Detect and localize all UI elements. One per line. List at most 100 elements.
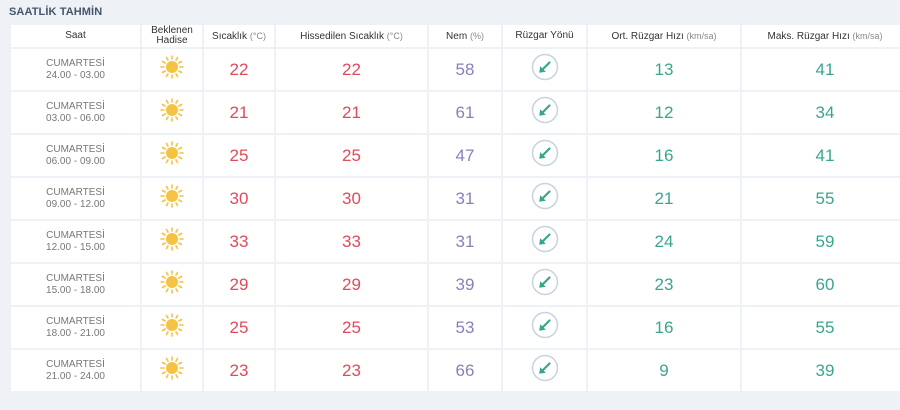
- header-nem-label: Nem: [446, 30, 468, 42]
- feels-like-value: 25: [342, 317, 361, 337]
- table-header-row: Saat Beklenen Hadise Sıcaklık (°C) Hisse…: [11, 25, 900, 47]
- header-saat: Saat: [11, 25, 140, 47]
- time-cell: CUMARTESİ 15.00 - 18.00: [11, 264, 140, 305]
- wind-arrow-southwest-icon: [531, 96, 559, 129]
- header-ruzgar-yonu: Rüzgar Yönü: [503, 25, 586, 47]
- feels-cell: 23: [276, 350, 427, 391]
- day-label: CUMARTESİ: [46, 315, 105, 327]
- temp-cell: 25: [204, 307, 274, 348]
- humidity-value: 31: [455, 231, 475, 251]
- wind-direction-cell: [503, 350, 586, 391]
- avg-wind-cell: 9: [588, 350, 740, 391]
- temp-cell: 23: [204, 350, 274, 391]
- avg-wind-cell: 23: [588, 264, 740, 305]
- wind-direction-cell: [503, 178, 586, 219]
- avg-wind-cell: 24: [588, 221, 740, 262]
- wind-direction-cell: [503, 49, 586, 90]
- avg-wind-value: 9: [659, 360, 669, 380]
- time-range: 21.00 - 24.00: [46, 370, 105, 382]
- avg-wind-value: 24: [654, 231, 674, 251]
- max-wind-cell: 59: [742, 221, 900, 262]
- humidity-cell: 53: [429, 307, 501, 348]
- max-wind-value: 34: [815, 102, 835, 122]
- time-cell: CUMARTESİ 24.00 - 03.00: [11, 49, 140, 90]
- header-sicaklik-label: Sıcaklık: [212, 30, 248, 42]
- time-range: 24.00 - 03.00: [46, 69, 105, 81]
- humidity-value: 66: [455, 360, 475, 380]
- header-saat-label: Saat: [65, 30, 86, 41]
- avg-wind-cell: 16: [588, 307, 740, 348]
- humidity-value: 31: [455, 188, 475, 208]
- humidity-cell: 31: [429, 178, 501, 219]
- feels-like-value: 30: [342, 188, 361, 208]
- max-wind-cell: 41: [742, 49, 900, 90]
- humidity-cell: 61: [429, 92, 501, 133]
- avg-wind-value: 13: [654, 59, 674, 79]
- header-ort-ruzgar: Ort. Rüzgar Hızı (km/sa): [588, 25, 740, 47]
- weather-cell: [142, 135, 202, 176]
- avg-wind-value: 23: [654, 274, 674, 294]
- avg-wind-value: 12: [654, 102, 674, 122]
- humidity-value: 47: [455, 145, 475, 165]
- temperature-value: 29: [229, 274, 249, 294]
- temperature-value: 21: [229, 102, 249, 122]
- feels-like-value: 22: [342, 59, 361, 79]
- feels-cell: 33: [276, 221, 427, 262]
- weather-cell: [142, 221, 202, 262]
- humidity-cell: 47: [429, 135, 501, 176]
- feels-cell: 25: [276, 135, 427, 176]
- table-row: CUMARTESİ 12.00 - 15.00 33 33 31 24 59: [11, 221, 900, 262]
- hourly-forecast-table: Saat Beklenen Hadise Sıcaklık (°C) Hisse…: [9, 23, 900, 393]
- wind-direction-cell: [503, 92, 586, 133]
- temperature-value: 22: [229, 59, 249, 79]
- max-wind-value: 39: [815, 360, 835, 380]
- max-wind-value: 60: [815, 274, 835, 294]
- feels-like-value: 23: [342, 360, 361, 380]
- max-wind-cell: 55: [742, 178, 900, 219]
- day-label: CUMARTESİ: [46, 186, 105, 198]
- sun-icon: [160, 227, 184, 256]
- max-wind-value: 55: [815, 317, 835, 337]
- temp-cell: 22: [204, 49, 274, 90]
- temperature-value: 23: [229, 360, 249, 380]
- header-hissedilen-unit: (°C): [386, 30, 403, 41]
- feels-like-value: 29: [342, 274, 361, 294]
- max-wind-cell: 55: [742, 307, 900, 348]
- header-sicaklik: Sıcaklık (°C): [204, 25, 274, 47]
- avg-wind-value: 16: [654, 317, 674, 337]
- sun-icon: [160, 356, 184, 385]
- day-label: CUMARTESİ: [46, 229, 105, 241]
- avg-wind-cell: 13: [588, 49, 740, 90]
- humidity-cell: 31: [429, 221, 501, 262]
- max-wind-value: 41: [815, 145, 835, 165]
- header-maks-ruzgar-unit: (km/sa): [852, 30, 883, 41]
- table-body: CUMARTESİ 24.00 - 03.00 22 22 58 13 41 CU…: [11, 49, 900, 391]
- time-range: 06.00 - 09.00: [46, 155, 105, 167]
- max-wind-cell: 39: [742, 350, 900, 391]
- time-range: 18.00 - 21.00: [46, 327, 105, 339]
- humidity-cell: 58: [429, 49, 501, 90]
- temperature-value: 25: [229, 145, 249, 165]
- time-cell: CUMARTESİ 03.00 - 06.00: [11, 92, 140, 133]
- weather-cell: [142, 307, 202, 348]
- wind-direction-cell: [503, 135, 586, 176]
- temp-cell: 21: [204, 92, 274, 133]
- time-cell: CUMARTESİ 06.00 - 09.00: [11, 135, 140, 176]
- time-cell: CUMARTESİ 21.00 - 24.00: [11, 350, 140, 391]
- max-wind-cell: 41: [742, 135, 900, 176]
- avg-wind-cell: 12: [588, 92, 740, 133]
- time-range: 15.00 - 18.00: [46, 284, 105, 296]
- humidity-value: 53: [455, 317, 475, 337]
- sun-icon: [160, 98, 184, 127]
- table-row: CUMARTESİ 21.00 - 24.00 23 23 66 9 39: [11, 350, 900, 391]
- temp-cell: 30: [204, 178, 274, 219]
- humidity-value: 61: [455, 102, 475, 122]
- header-hadise-line1: Beklenen: [151, 25, 193, 36]
- humidity-value: 58: [455, 59, 475, 79]
- max-wind-value: 55: [815, 188, 835, 208]
- header-sicaklik-unit: (°C): [249, 30, 266, 41]
- sun-icon: [160, 184, 184, 213]
- sun-icon: [160, 270, 184, 299]
- table-row: CUMARTESİ 09.00 - 12.00 30 30 31 21 55: [11, 178, 900, 219]
- day-label: CUMARTESİ: [46, 100, 105, 112]
